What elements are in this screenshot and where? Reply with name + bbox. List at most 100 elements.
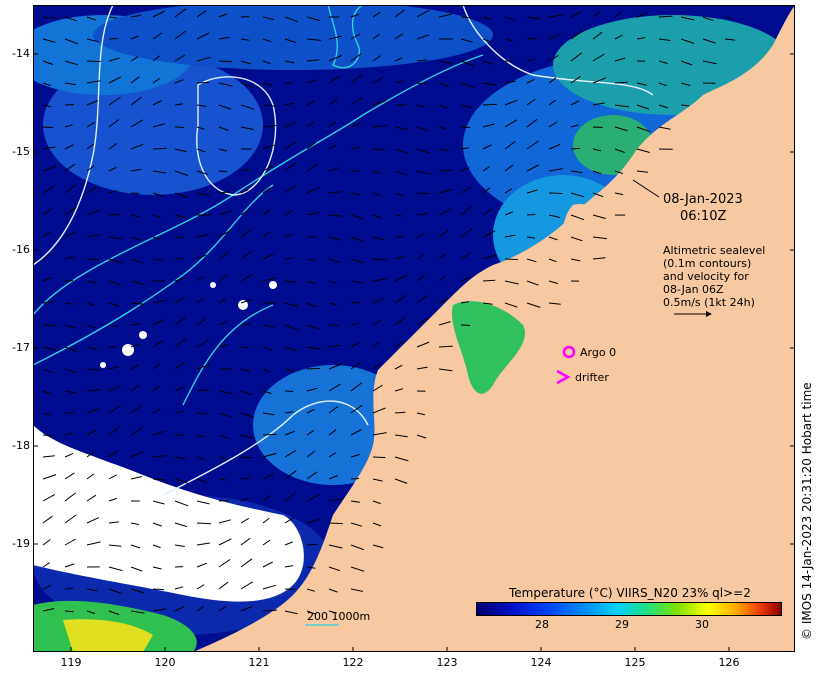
- map-area[interactable]: [33, 5, 795, 652]
- velocity-arrow: [262, 609, 277, 612]
- velocity-arrow: [64, 346, 78, 353]
- velocity-arrow: [240, 581, 253, 590]
- velocity-arrow: [350, 566, 365, 572]
- velocity-arrow: [306, 142, 316, 150]
- velocity-arrow: [504, 188, 513, 194]
- velocity-arrow: [526, 302, 541, 308]
- velocity-arrow: [284, 185, 296, 194]
- velocity-arrow: [394, 170, 407, 176]
- velocity-arrow: [570, 147, 581, 150]
- velocity-arrow: [460, 277, 470, 282]
- velocity-arrow: [152, 100, 162, 106]
- velocity-arrow: [614, 81, 629, 84]
- velocity-arrow: [262, 324, 275, 328]
- velocity-arrow: [130, 168, 142, 172]
- velocity-arrow: [108, 366, 120, 370]
- velocity-arrow: [64, 104, 74, 106]
- velocity-arrow: [328, 258, 340, 264]
- velocity-arrow: [438, 148, 449, 151]
- velocity-arrow: [64, 610, 74, 613]
- velocity-arrow: [218, 126, 229, 131]
- velocity-arrow: [64, 144, 74, 150]
- velocity-arrow: [438, 104, 448, 109]
- velocity-arrow: [42, 584, 52, 590]
- velocity-arrow: [570, 170, 583, 174]
- velocity-arrow: [108, 521, 119, 524]
- velocity-arrow: [438, 298, 448, 304]
- velocity-arrow: [482, 82, 497, 86]
- velocity-arrow: [86, 324, 96, 329]
- velocity-arrow: [306, 79, 317, 84]
- velocity-arrow: [614, 148, 625, 153]
- velocity-arrow: [196, 318, 206, 326]
- velocity-arrow: [174, 277, 184, 282]
- velocity-arrow: [548, 33, 562, 40]
- velocity-arrow: [262, 390, 272, 395]
- velocity-arrow: [262, 539, 271, 546]
- velocity-arrow: [152, 385, 160, 392]
- velocity-arrow: [284, 324, 299, 331]
- velocity-arrow: [86, 346, 98, 351]
- velocity-arrow: [174, 8, 187, 18]
- velocity-arrow: [284, 60, 295, 64]
- lon-label: 119: [60, 656, 82, 669]
- velocity-arrow: [42, 82, 52, 87]
- velocity-arrow: [108, 610, 120, 616]
- lat-label: -18: [12, 439, 30, 452]
- velocity-arrow: [438, 275, 446, 282]
- velocity-arrow: [196, 81, 210, 84]
- velocity-arrow: [372, 432, 387, 436]
- velocity-arrow: [108, 190, 118, 194]
- velocity-arrow: [42, 324, 57, 327]
- velocity-arrow: [42, 38, 56, 43]
- velocity-arrow: [724, 16, 734, 20]
- velocity-arrow: [306, 258, 316, 261]
- velocity-arrow: [218, 456, 228, 460]
- velocity-arrow: [526, 16, 540, 20]
- velocity-arrow: [240, 189, 249, 194]
- lat-label: -14: [12, 47, 30, 60]
- velocity-arrow: [350, 53, 362, 62]
- velocity-arrow: [658, 82, 667, 87]
- velocity-arrow: [328, 363, 343, 370]
- velocity-arrow: [196, 522, 212, 525]
- velocity-arrow: [196, 434, 206, 438]
- velocity-arrow: [372, 407, 386, 414]
- velocity-arrow: [108, 96, 121, 106]
- velocity-arrow: [86, 408, 99, 414]
- velocity-arrow: [174, 605, 185, 612]
- velocity-arrow: [174, 338, 187, 348]
- velocity-arrow: [482, 279, 496, 282]
- velocity-arrow: [218, 581, 229, 590]
- velocity-arrow: [196, 297, 205, 304]
- velocity-arrow: [372, 148, 385, 151]
- velocity-arrow: [702, 16, 714, 22]
- velocity-arrow: [262, 584, 276, 590]
- velocity-arrow: [438, 208, 452, 216]
- velocity-arrow: [108, 544, 122, 547]
- velocity-arrow: [592, 257, 606, 260]
- velocity-arrow: [350, 13, 359, 18]
- velocity-arrow: [306, 429, 315, 436]
- velocity-arrow: [152, 214, 162, 219]
- velocity-arrow: [152, 299, 167, 304]
- velocity-arrow: [218, 148, 228, 152]
- velocity-arrow: [614, 104, 629, 108]
- velocity-arrow: [328, 544, 343, 549]
- velocity-arrow: [416, 34, 430, 40]
- velocity-arrow: [240, 434, 255, 439]
- velocity-arrow: [174, 170, 189, 176]
- velocity-arrow: [174, 410, 184, 414]
- velocity-arrow: [350, 429, 362, 436]
- velocity-arrow: [328, 429, 337, 436]
- velocity-arrow: [196, 148, 206, 153]
- velocity-arrow: [306, 280, 316, 285]
- velocity-arrow: [724, 38, 736, 41]
- velocity-arrow: [108, 213, 120, 216]
- velocity-arrow: [108, 474, 117, 480]
- velocity-arrow: [130, 588, 145, 594]
- velocity-arrow: [42, 368, 54, 374]
- velocity-arrow: [306, 408, 315, 414]
- velocity-arrow: [174, 586, 184, 590]
- velocity-arrow: [504, 16, 515, 21]
